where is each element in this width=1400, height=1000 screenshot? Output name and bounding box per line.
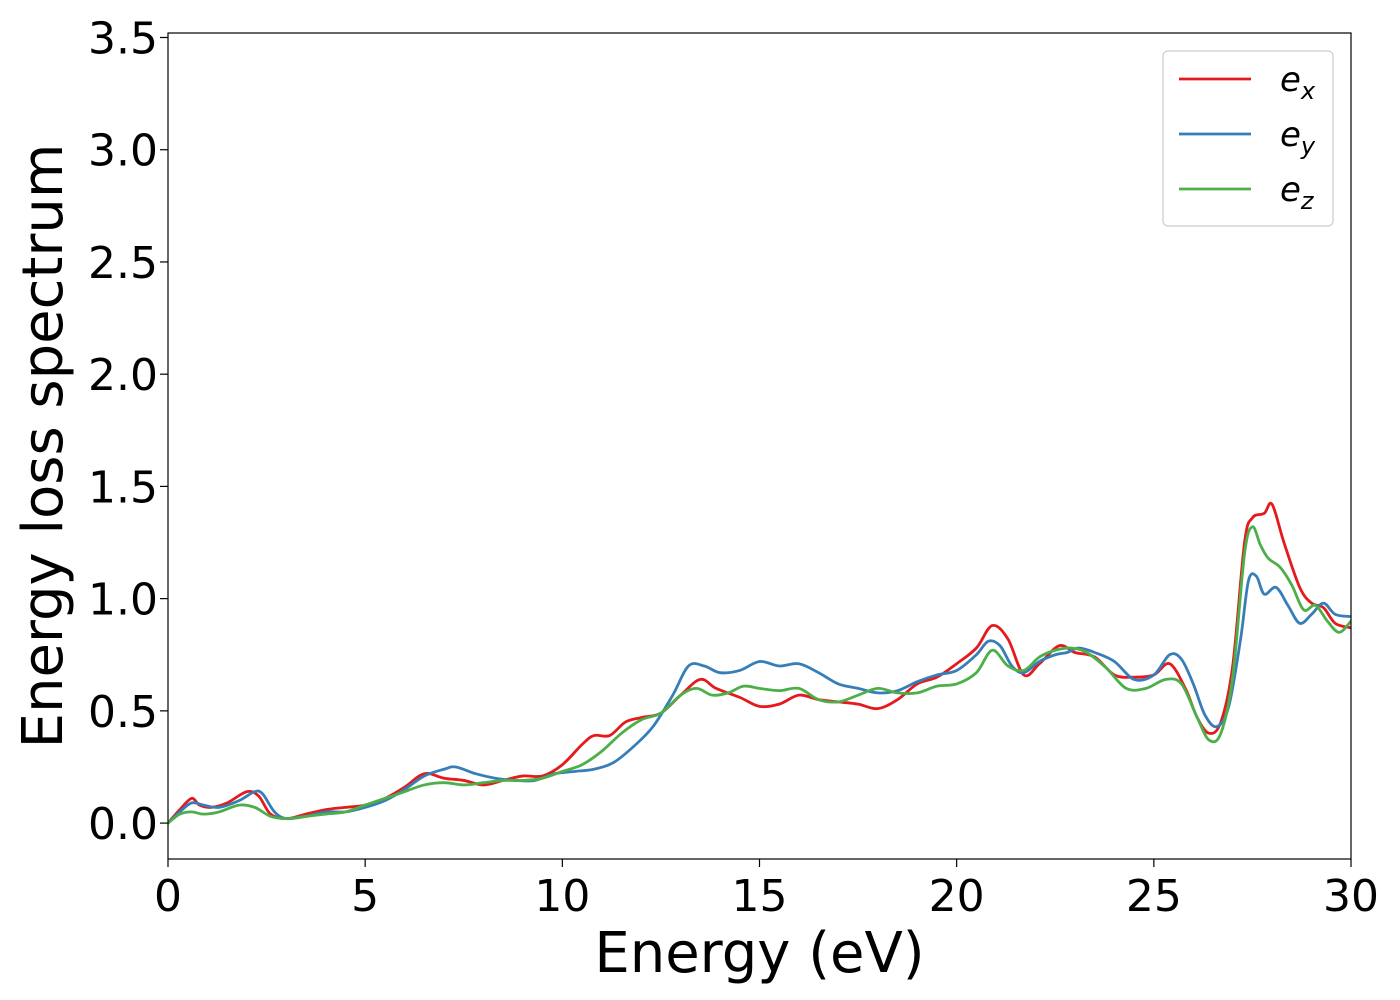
x-tick-label: 0	[154, 871, 182, 922]
x-tick-label: 5	[351, 871, 379, 922]
legend-label-e-y: ey	[1280, 115, 1316, 160]
y-tick-label: 2.5	[88, 238, 158, 289]
legend-label-e-x: ex	[1280, 60, 1316, 105]
legend-label-e-z: ez	[1280, 170, 1315, 215]
y-tick-label: 3.0	[88, 126, 158, 177]
series-line-e-z	[168, 525, 1351, 825]
y-tick-label: 3.5	[88, 13, 158, 64]
y-axis-title: Energy loss spectrum	[11, 144, 76, 749]
series-line-e-x	[168, 501, 1351, 825]
x-axis-title: Energy (eV)	[594, 921, 924, 986]
y-tick-label: 1.0	[88, 575, 158, 626]
y-tick-label: 2.0	[88, 350, 158, 401]
y-tick-label: 0.0	[88, 799, 158, 850]
x-tick-label: 20	[929, 871, 985, 922]
legend: ex ey ez	[1162, 50, 1334, 227]
x-tick-label: 10	[534, 871, 590, 922]
legend-box	[1162, 50, 1334, 227]
y-axis-ticks: 0.0 0.5 1.0 1.5 2.0 2.5 3.0 3.5	[88, 13, 168, 850]
y-tick-label: 1.5	[88, 462, 158, 513]
x-tick-label: 30	[1323, 871, 1379, 922]
x-tick-label: 25	[1126, 871, 1182, 922]
x-tick-label: 15	[732, 871, 788, 922]
y-tick-label: 0.5	[88, 687, 158, 738]
series-layer	[168, 501, 1351, 825]
x-axis-ticks: 0 5 10 15 20 25 30	[154, 859, 1379, 922]
